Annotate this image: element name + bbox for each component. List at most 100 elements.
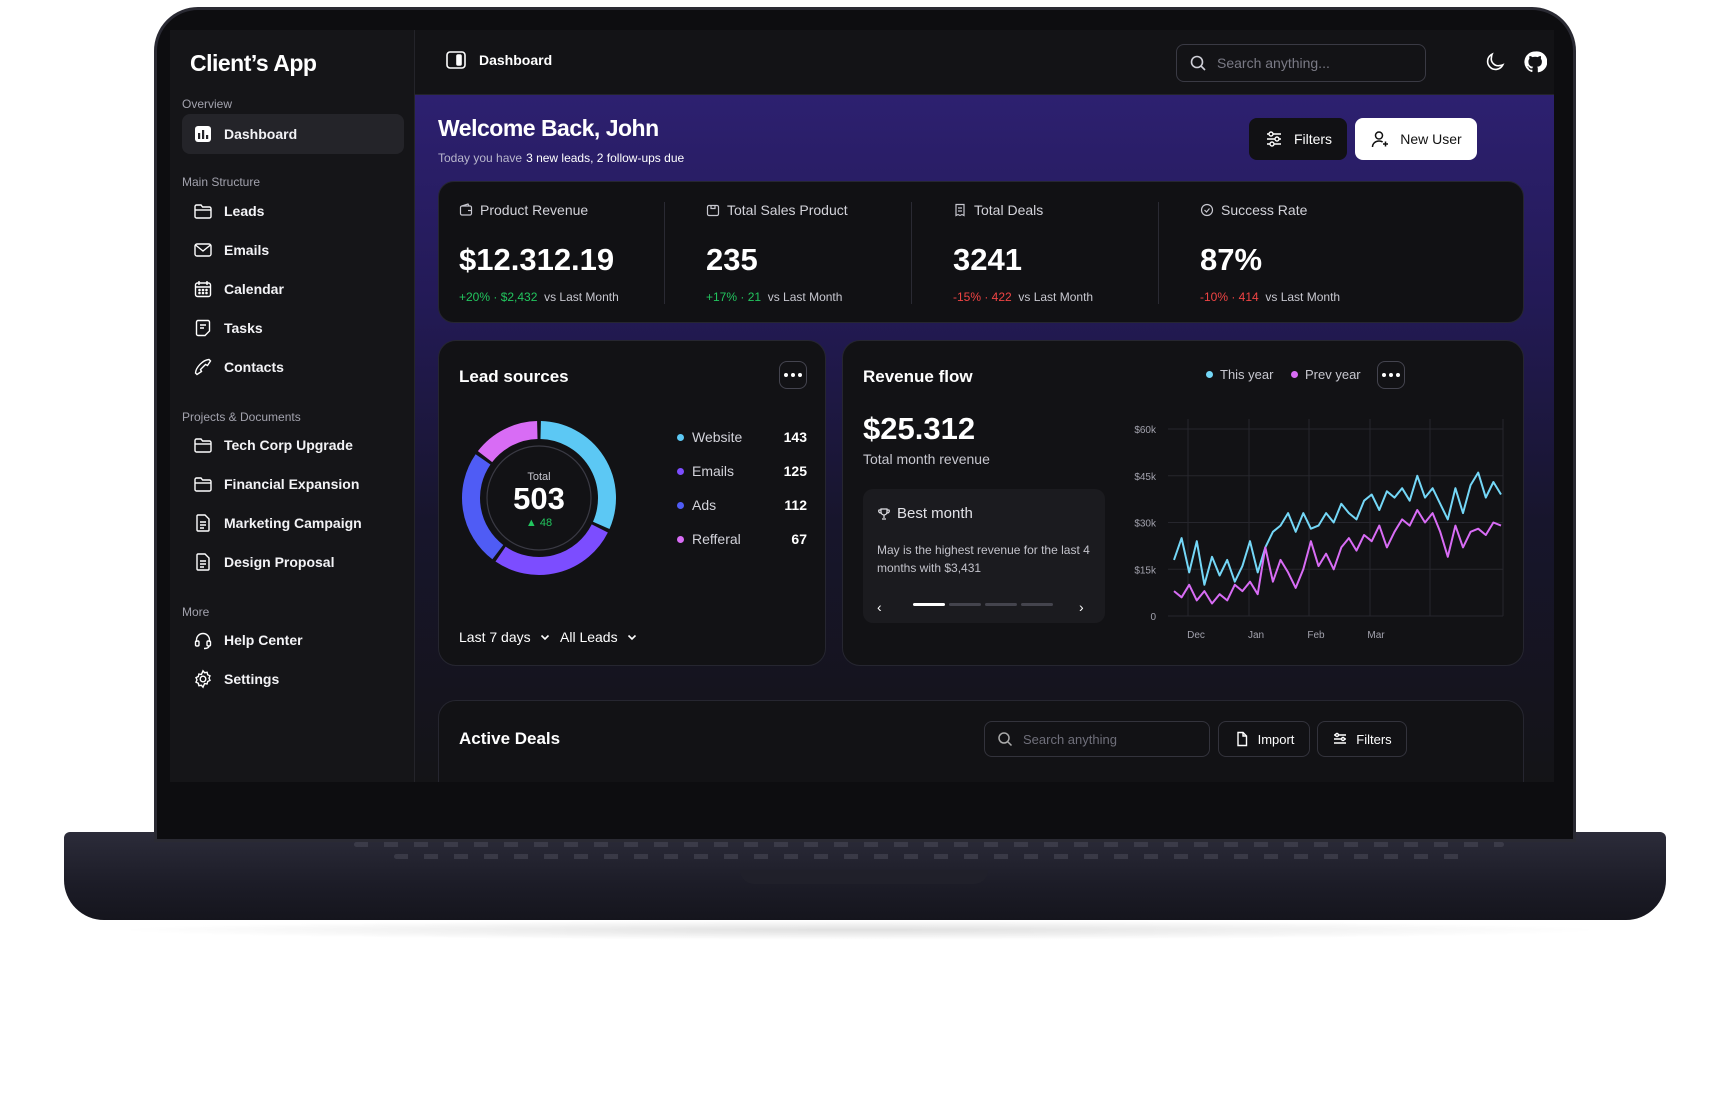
stat-suffix: vs Last Month [1018,290,1094,304]
carousel-indicator[interactable] [913,603,945,606]
global-search[interactable] [1176,44,1426,82]
github-icon [1524,51,1547,73]
sidebar-item-calendar[interactable]: Calendar [182,269,404,309]
sidebar-item-label: Leads [224,203,265,219]
chart-bars-icon [195,126,211,142]
more-options-button[interactable] [1377,361,1405,389]
welcome-sub-prefix: Today you have [438,151,523,165]
carousel-indicator[interactable] [949,603,981,606]
sidebar-item-design-proposal[interactable]: Design Proposal [182,542,404,582]
carousel-indicator[interactable] [985,603,1017,606]
stat-label: Success Rate [1200,202,1307,218]
donut-delta: ▲ 48 [525,517,553,529]
search-input[interactable] [1217,55,1397,71]
leads-filter-dropdown[interactable]: All Leads [560,629,638,645]
sidebar-item-label: Help Center [224,632,303,648]
legend-value: 143 [783,429,807,445]
legend-label: Prev year [1305,367,1361,382]
stat-divider [664,202,665,304]
welcome-heading: Welcome Back, John [438,115,659,141]
legend-dot [1291,371,1298,378]
legend-dot [677,501,684,509]
deals-filters-button[interactable]: Filters [1317,721,1407,757]
github-button[interactable] [1520,47,1550,77]
sidebar-item-dashboard[interactable]: Dashboard [182,114,404,154]
new-user-button[interactable]: New User [1355,118,1477,160]
wallet-icon [459,203,473,216]
y-tick-label: $60k [1134,425,1157,436]
sliders-icon [1334,732,1347,744]
card-title: Revenue flow [863,367,973,386]
stat-suffix: vs Last Month [544,290,619,304]
sidebar-item-financial-expansion[interactable]: Financial Expansion [182,464,404,504]
stat-value: 87% [1200,242,1263,277]
stat-label: Total Deals [953,202,1043,218]
sidebar-item-label: Financial Expansion [224,476,360,492]
phone-icon [194,358,212,376]
deals-search-placeholder: Search anything [1023,731,1117,747]
sidebar-item-label: Contacts [224,359,284,375]
import-button[interactable]: Import [1218,721,1310,757]
carousel-prev-button[interactable]: ‹ [877,599,882,615]
best-month-title: Best month [877,505,973,522]
deals-search[interactable]: Search anything [984,721,1210,757]
add-user-icon [1372,131,1389,148]
stats-panel: Product Revenue $12.312.19 +20% · $2,432… [438,181,1524,323]
best-month-panel: Best month May is the highest revenue fo… [863,489,1105,623]
sidebar-item-label: Calendar [224,281,284,297]
theme-toggle-button[interactable] [1479,48,1509,78]
donut-total-label: Total [527,471,551,483]
sliders-icon [1266,131,1281,147]
main-content: Welcome Back, John Today you have 3 new l… [415,95,1554,782]
period-dropdown[interactable]: Last 7 days [459,629,551,645]
deals-filters-label: Filters [1356,731,1392,747]
stat-delta: -10% · 414 [1200,290,1259,304]
donut-segment-refferal [477,421,538,463]
y-tick-label: 0 [1150,612,1156,623]
stat-delta: +17% · 21 [706,290,762,304]
sidebar-item-tasks[interactable]: Tasks [182,308,404,348]
sidebar-item-label: Marketing Campaign [224,515,362,531]
sidebar-item-emails[interactable]: Emails [182,230,404,270]
task-icon [195,319,211,337]
y-tick-label: $15k [1134,565,1157,576]
filters-button[interactable]: Filters [1249,118,1347,160]
sidebar-item-marketing-campaign[interactable]: Marketing Campaign [182,503,404,543]
revenue-flow-card: Revenue flow This year Prev year $25.312… [842,340,1524,666]
donut-segment-ads [462,454,504,560]
lead-sources-donut [462,421,616,575]
sidebar-item-help-center[interactable]: Help Center [182,620,404,660]
calendar-icon [194,281,212,298]
stat-footer: -15% · 422 vs Last Month [953,290,1093,304]
sidebar-item-leads[interactable]: Leads [182,191,404,231]
legend-value: 125 [783,463,807,479]
legend-item-ads: Ads 112 [677,497,807,513]
receipt-icon [955,203,965,217]
sidebar-item-label: Tasks [224,320,263,336]
carousel-next-button[interactable]: › [1079,599,1084,615]
sidebar-item-contacts[interactable]: Contacts [182,347,404,387]
moon-icon [1486,52,1505,71]
revenue-amount: $25.312 [863,411,976,446]
stat-label-text: Product Revenue [480,202,589,218]
carousel-indicator[interactable] [1021,603,1053,606]
top-bar: Dashboard [415,30,1554,95]
laptop-shadow [110,920,1610,940]
document-icon [196,553,210,571]
stat-footer: +20% · $2,432 vs Last Month [459,290,619,304]
keyboard-row [354,842,1504,847]
legend-item-emails: Emails 125 [677,463,807,479]
sidebar-item-tech-corp-upgrade[interactable]: Tech Corp Upgrade [182,425,404,465]
sidebar-item-label: Settings [224,671,280,687]
more-options-button[interactable] [779,361,807,389]
legend-dot [677,467,684,475]
welcome-subtitle: Today you have 3 new leads, 2 follow-ups … [438,151,684,165]
sidebar-section-title: Main Structure [182,175,261,189]
active-deals-card: Active Deals Search anything Import Filt… [438,700,1524,782]
sidebar-item-settings[interactable]: Settings [182,659,404,699]
sidebar-item-label: Dashboard [224,126,298,142]
sidebar-toggle-icon[interactable] [445,49,467,71]
legend-label: Ads [692,497,717,513]
stat-delta: -15% · 422 [953,290,1012,304]
x-tick-label: Mar [1367,630,1385,641]
